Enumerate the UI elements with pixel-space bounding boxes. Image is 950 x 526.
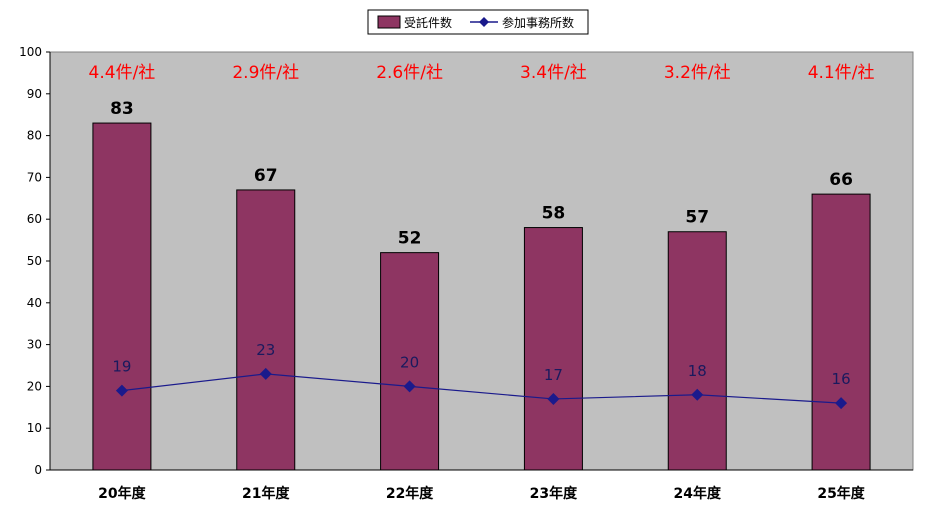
y-tick-label: 40 — [27, 296, 42, 310]
y-tick-label: 100 — [19, 45, 42, 59]
x-category-label: 24年度 — [674, 485, 722, 502]
legend-bar-label: 受託件数 — [404, 15, 452, 30]
line-data-label: 18 — [688, 362, 707, 380]
y-tick-label: 30 — [27, 338, 42, 352]
x-category-label: 20年度 — [98, 485, 146, 502]
legend: 受託件数 参加事務所数 — [367, 9, 589, 35]
bar — [811, 193, 871, 471]
line-point — [259, 367, 272, 380]
bar-data-label: 66 — [829, 170, 853, 190]
y-ticks: 0 10 20 30 40 50 60 70 80 90 100 — [19, 45, 50, 477]
y-tick-label: 80 — [27, 129, 42, 143]
line-point — [835, 397, 848, 410]
ratio-annotation: 3.4件/社 — [520, 63, 587, 83]
line-point — [547, 392, 560, 405]
bars — [92, 122, 871, 471]
line-point — [403, 380, 416, 393]
bar-data-label: 83 — [110, 99, 134, 119]
x-category-label: 21年度 — [242, 485, 290, 502]
bar — [236, 189, 296, 471]
legend-line-label: 参加事務所数 — [502, 15, 574, 30]
bar-data-label: 67 — [254, 166, 278, 186]
y-tick-label: 10 — [27, 421, 42, 435]
bar-data-label: 58 — [542, 204, 566, 224]
y-tick-label: 70 — [27, 170, 42, 184]
ratio-annotation: 3.2件/社 — [664, 63, 731, 83]
y-tick-label: 50 — [27, 254, 42, 268]
line-data-label: 16 — [832, 370, 851, 388]
line-path — [121, 373, 842, 404]
ratio-annotation: 4.4件/社 — [89, 63, 156, 83]
bar-labels: 83 67 52 58 57 66 — [110, 99, 853, 249]
bar-data-label: 52 — [398, 229, 422, 249]
line-data-label: 17 — [544, 366, 563, 384]
bar — [92, 122, 152, 471]
bar — [380, 252, 440, 471]
line-point — [115, 384, 128, 397]
x-category-label: 25年度 — [817, 485, 865, 502]
bar — [523, 227, 583, 471]
x-category-label: 22年度 — [386, 485, 434, 502]
line-series — [115, 367, 848, 410]
ratio-annotation: 2.6件/社 — [376, 63, 443, 83]
y-tick-label: 90 — [27, 87, 42, 101]
line-point — [691, 388, 704, 401]
ratio-annotation: 2.9件/社 — [232, 63, 299, 83]
line-data-label: 20 — [400, 353, 419, 371]
legend-line-marker — [479, 17, 489, 27]
line-data-label: 19 — [112, 358, 131, 376]
plot-area — [49, 51, 914, 471]
y-tick-label: 20 — [27, 379, 42, 393]
bar-data-label: 57 — [685, 208, 709, 228]
y-tick-label: 60 — [27, 212, 42, 226]
bar — [667, 231, 727, 471]
line-data-label: 23 — [256, 341, 275, 359]
ratio-annotation: 4.1件/社 — [808, 63, 875, 83]
x-categories: 20年度 21年度 22年度 23年度 24年度 25年度 — [98, 485, 866, 502]
y-tick-label: 0 — [34, 463, 42, 477]
ratio-annotations: 4.4件/社 2.9件/社 2.6件/社 3.4件/社 3.2件/社 4.1件/社 — [89, 63, 875, 83]
line-labels: 19 23 20 17 18 16 — [112, 341, 850, 388]
x-category-label: 23年度 — [530, 485, 578, 502]
legend-bar-swatch — [377, 15, 401, 29]
